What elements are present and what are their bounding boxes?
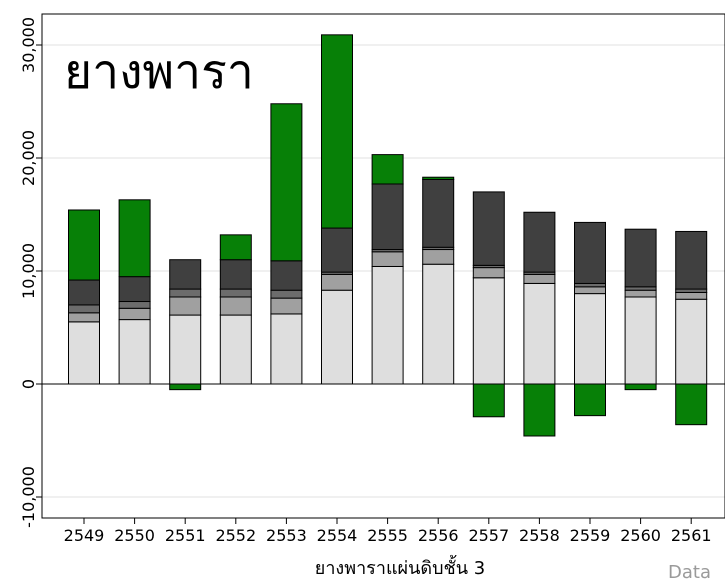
bar-segment-2561-s4	[675, 230, 708, 290]
bar-segment-2552-s5	[219, 234, 252, 261]
y-tick-label: 0	[19, 379, 38, 389]
y-tick-label: 30,000	[19, 17, 38, 73]
bar-segment-2561-s3	[675, 288, 708, 293]
bar-segment-2549-s1	[68, 321, 100, 385]
x-tick-label-2552: 2552	[215, 526, 256, 545]
bar-segment-2553-s4	[270, 260, 303, 291]
bar-segment-2561-s2	[675, 291, 708, 300]
bar-segment-2552-s3	[219, 288, 252, 298]
x-tick-label-2557: 2557	[468, 526, 509, 545]
y-tick-label: 10,000	[19, 243, 38, 299]
bar-segment-2555-s2	[371, 251, 404, 267]
bar-segment-2560-s2	[624, 289, 657, 298]
bar-segment-2559-s2	[574, 286, 606, 295]
bar-segment-2557-s1	[472, 277, 505, 385]
y-axis-ticks: -10,000 0 10,000 20,000 30,000	[19, 17, 42, 528]
bar-segment-2556-s2	[422, 249, 455, 265]
bar-segment-2556-s4	[422, 178, 455, 248]
bar-segment-2551-s5	[169, 383, 202, 391]
bar-segment-2552-s2	[219, 296, 252, 316]
plot-frame	[41, 13, 725, 519]
bar-segment-2551-s1	[169, 314, 202, 385]
bar-segment-2561-s5	[675, 383, 708, 426]
y-tick-label: -10,000	[19, 466, 38, 528]
bar-segment-2554-s4	[321, 227, 353, 273]
bar-segment-2558-s5	[523, 383, 556, 437]
bar-segment-2551-s4	[169, 259, 202, 290]
bar-segment-2559-s4	[574, 221, 606, 284]
bar-segment-2558-s1	[523, 282, 556, 385]
x-tick-label-2549: 2549	[64, 526, 105, 545]
bar-segment-2560-s5	[624, 383, 657, 391]
x-tick-label-2556: 2556	[418, 526, 459, 545]
bar-segment-2555-s1	[371, 265, 404, 385]
bar-segment-2550-s4	[118, 276, 151, 303]
bar-segment-2555-s4	[371, 183, 404, 251]
x-tick-label-2553: 2553	[266, 526, 307, 545]
bar-segment-2549-s4	[68, 279, 100, 306]
bar-segment-2554-s2	[321, 273, 353, 291]
bar-segment-2559-s3	[574, 282, 606, 288]
bar-segment-2554-s5	[321, 34, 353, 229]
source-label: Data	[668, 562, 711, 579]
y-tick-label: 20,000	[19, 130, 38, 186]
bar-segment-2557-s4	[472, 191, 505, 266]
bar-segment-2553-s2	[270, 297, 303, 315]
bar-segment-2559-s1	[574, 293, 606, 385]
bar-segment-2555-s5	[371, 154, 404, 185]
bars	[68, 34, 708, 437]
bar-segment-2560-s4	[624, 228, 657, 288]
bar-segment-2553-s3	[270, 289, 303, 299]
bar-segment-2554-s1	[321, 289, 353, 385]
bar-segment-2549-s3	[68, 304, 100, 314]
x-axis-ticks: 2549 2550 2551 2552 2553 2554 2555 2556 2557 2558…	[64, 518, 712, 545]
bar-segment-2553-s1	[270, 313, 303, 385]
bar-segment-2551-s2	[169, 296, 202, 316]
bar-segment-2561-s1	[675, 298, 708, 385]
bar-segment-2557-s5	[472, 383, 505, 418]
bar-segment-2553-s5	[270, 103, 303, 262]
bar-segment-2552-s4	[219, 259, 252, 290]
bar-segment-2550-s5	[118, 199, 151, 278]
x-tick-label-2551: 2551	[165, 526, 206, 545]
x-tick-label-2559: 2559	[570, 526, 611, 545]
x-tick-label-2554: 2554	[317, 526, 358, 545]
x-tick-label-2560: 2560	[620, 526, 661, 545]
bar-segment-2550-s1	[118, 319, 151, 385]
bar-segment-2559-s5	[574, 383, 606, 417]
bar-segment-2550-s2	[118, 307, 151, 321]
x-axis-label: ยางพาราแผ่นดิบชั้น 3	[315, 555, 485, 579]
x-tick-label-2561: 2561	[671, 526, 712, 545]
bar-segment-2560-s3	[624, 286, 657, 291]
bar-segment-2549-s2	[68, 312, 100, 323]
bar-segment-2556-s5	[422, 176, 455, 180]
x-tick-label-2555: 2555	[367, 526, 408, 545]
bar-segment-2550-s3	[118, 301, 151, 309]
bar-segment-2549-s5	[68, 209, 100, 281]
bar-segment-2552-s1	[219, 314, 252, 385]
bar-segment-2556-s1	[422, 263, 455, 385]
bar-segment-2558-s4	[523, 211, 556, 273]
bar-segment-2560-s1	[624, 296, 657, 385]
x-tick-label-2558: 2558	[519, 526, 560, 545]
chart-title: ยางพารา	[64, 44, 254, 100]
bar-segment-2557-s2	[472, 267, 505, 279]
x-tick-label-2550: 2550	[114, 526, 155, 545]
bar-segment-2558-s2	[523, 273, 556, 284]
bar-segment-2551-s3	[169, 288, 202, 298]
